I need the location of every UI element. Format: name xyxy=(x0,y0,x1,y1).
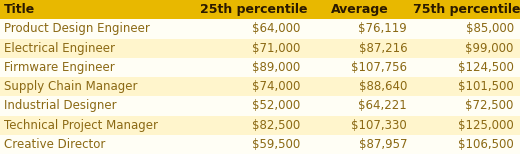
Bar xyxy=(200,77,307,96)
Bar xyxy=(0,77,200,96)
Text: Electrical Engineer: Electrical Engineer xyxy=(4,42,115,55)
Text: Product Design Engineer: Product Design Engineer xyxy=(4,22,150,35)
Bar xyxy=(200,135,307,154)
Text: 25th percentile: 25th percentile xyxy=(200,3,307,16)
Bar xyxy=(0,38,200,58)
Text: Industrial Designer: Industrial Designer xyxy=(4,99,117,112)
Bar xyxy=(200,19,307,38)
Bar xyxy=(200,0,307,19)
Bar xyxy=(0,96,200,116)
Text: $107,756: $107,756 xyxy=(351,61,407,74)
Bar xyxy=(0,135,200,154)
Bar xyxy=(0,58,200,77)
Bar xyxy=(200,58,307,77)
Bar xyxy=(413,116,520,135)
Text: $87,957: $87,957 xyxy=(359,138,407,151)
Bar xyxy=(307,96,413,116)
Text: 75th percentile: 75th percentile xyxy=(413,3,520,16)
Bar xyxy=(307,38,413,58)
Text: $72,500: $72,500 xyxy=(465,99,514,112)
Text: $106,500: $106,500 xyxy=(458,138,514,151)
Bar xyxy=(413,77,520,96)
Text: $107,330: $107,330 xyxy=(352,119,407,132)
Text: $59,500: $59,500 xyxy=(252,138,301,151)
Text: $85,000: $85,000 xyxy=(465,22,514,35)
Text: $89,000: $89,000 xyxy=(252,61,301,74)
Text: $124,500: $124,500 xyxy=(458,61,514,74)
Bar xyxy=(413,58,520,77)
Text: Supply Chain Manager: Supply Chain Manager xyxy=(4,80,138,93)
Bar xyxy=(307,19,413,38)
Text: $82,500: $82,500 xyxy=(252,119,301,132)
Bar xyxy=(307,135,413,154)
Bar xyxy=(413,38,520,58)
Bar xyxy=(307,0,413,19)
Bar xyxy=(413,96,520,116)
Text: Technical Project Manager: Technical Project Manager xyxy=(4,119,158,132)
Text: $99,000: $99,000 xyxy=(465,42,514,55)
Text: Creative Director: Creative Director xyxy=(4,138,106,151)
Text: Title: Title xyxy=(4,3,35,16)
Text: $74,000: $74,000 xyxy=(252,80,301,93)
Text: $88,640: $88,640 xyxy=(359,80,407,93)
Text: $71,000: $71,000 xyxy=(252,42,301,55)
Bar xyxy=(0,116,200,135)
Text: Firmware Engineer: Firmware Engineer xyxy=(4,61,115,74)
Text: $87,216: $87,216 xyxy=(358,42,407,55)
Text: $76,119: $76,119 xyxy=(358,22,407,35)
Bar xyxy=(200,116,307,135)
Bar xyxy=(200,38,307,58)
Bar xyxy=(413,19,520,38)
Text: Average: Average xyxy=(331,3,389,16)
Bar xyxy=(307,77,413,96)
Text: $64,000: $64,000 xyxy=(252,22,301,35)
Text: $125,000: $125,000 xyxy=(458,119,514,132)
Bar xyxy=(307,116,413,135)
Text: $101,500: $101,500 xyxy=(458,80,514,93)
Text: $64,221: $64,221 xyxy=(358,99,407,112)
Bar xyxy=(307,58,413,77)
Bar xyxy=(0,19,200,38)
Bar xyxy=(413,0,520,19)
Bar xyxy=(413,135,520,154)
Text: $52,000: $52,000 xyxy=(252,99,301,112)
Bar xyxy=(200,96,307,116)
Bar xyxy=(0,0,200,19)
